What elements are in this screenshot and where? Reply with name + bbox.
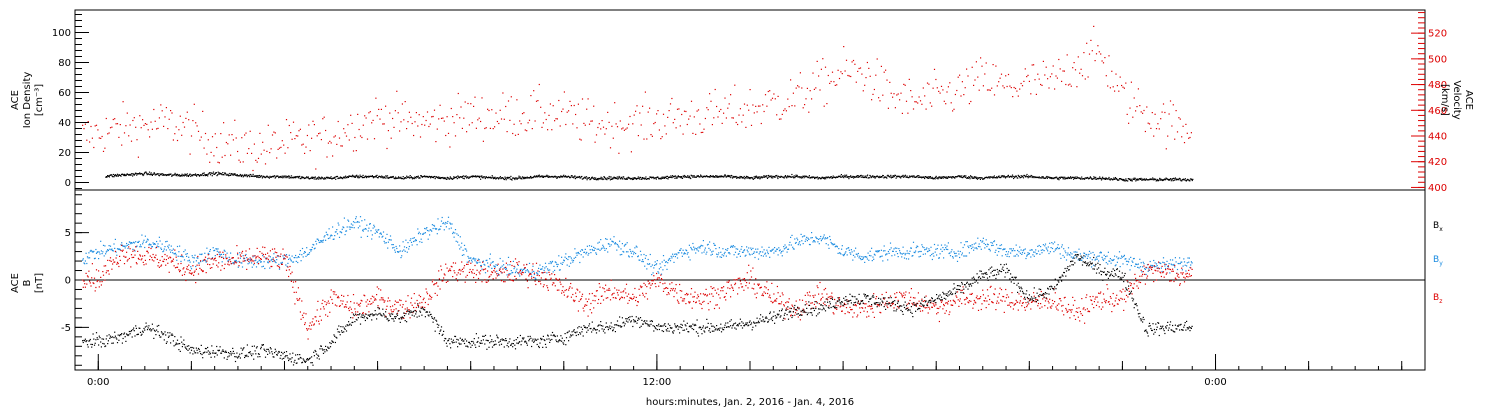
y2label-line-1: ACE <box>1463 90 1474 110</box>
y-tick-label: 100 <box>52 28 71 39</box>
y2-tick-label: 440 <box>1428 132 1447 143</box>
density-series <box>105 172 1193 182</box>
ylabel-line-1: ACE <box>10 273 21 293</box>
legend-entry-by: By <box>1433 255 1443 267</box>
ylabel-line-2: B <box>22 279 33 286</box>
legend-entry-bx: Bx <box>1433 221 1443 233</box>
legend-entry-bz: Bz <box>1433 293 1442 305</box>
y2-tick-label: 520 <box>1428 29 1447 40</box>
y-tick-label: 40 <box>58 118 71 129</box>
density-axis: 0 20 40 60 80 100 <box>52 15 89 190</box>
y-tick-label: 0 <box>65 178 71 189</box>
bx-series <box>82 254 1193 366</box>
field-legend: Bx By Bz <box>1433 221 1443 305</box>
y2label-unit: [km/s] <box>1439 84 1450 116</box>
y2-tick-label: 400 <box>1428 183 1447 194</box>
x-tick-label: 12:00 <box>642 377 671 388</box>
top-panel-frame <box>75 10 1425 190</box>
y-tick-label: -5 <box>61 323 71 334</box>
y-tick-label: 5 <box>65 228 71 239</box>
y-tick-label: 60 <box>58 88 71 99</box>
time-axis: 0:00 12:00 0:00 hours:minutes, Jan. 2, 2016… <box>75 354 1425 408</box>
y2label-line-2: Velocity <box>1451 80 1462 119</box>
ylabel-unit: [nT] <box>34 273 45 293</box>
y-tick-label: 80 <box>58 58 71 69</box>
y2-tick-label: 420 <box>1428 157 1447 168</box>
velocity-series <box>82 26 1192 171</box>
legend-sub: y <box>1439 260 1443 267</box>
ylabel-unit: [cm⁻³] <box>34 84 45 116</box>
y-tick-label: 20 <box>58 148 71 159</box>
legend-sub: x <box>1439 226 1443 233</box>
by-series <box>82 216 1193 279</box>
y2-tick-label: 500 <box>1428 54 1447 65</box>
x-tick-label: 0:00 <box>1204 377 1226 388</box>
y-tick-label: 0 <box>65 276 71 287</box>
x-tick-label: 0:00 <box>87 377 109 388</box>
ylabel-line-1: ACE <box>10 90 21 110</box>
ylabel-line-2: Ion Density <box>22 72 33 129</box>
legend-sub: z <box>1439 298 1442 305</box>
x-axis-label: hours:minutes, Jan. 2, 2016 - Jan. 4, 20… <box>646 397 854 408</box>
